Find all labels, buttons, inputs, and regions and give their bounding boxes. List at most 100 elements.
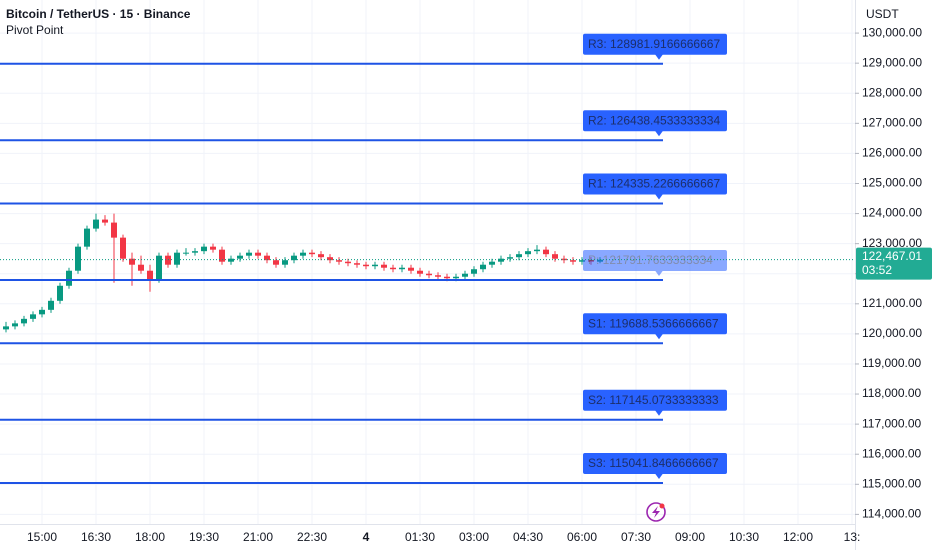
candle-body [93, 219, 99, 229]
pivot-label-pointer [655, 193, 663, 200]
candle-body [255, 252, 261, 256]
y-tick-label: 125,000.00 [862, 176, 922, 190]
pivot-label-pointer [655, 473, 663, 480]
candle-body [453, 276, 459, 279]
x-tick-label: 06:00 [567, 530, 597, 544]
candle-body [489, 261, 495, 265]
pivot-label: S2: 117145.0733333333 [583, 389, 727, 416]
y-tick-label: 117,000.00 [862, 416, 921, 430]
candle-body [552, 254, 558, 259]
candle-body [183, 252, 189, 254]
candle-body [390, 267, 396, 270]
x-tick-label: 04:30 [513, 530, 543, 544]
candle-body [30, 314, 36, 319]
plot: R3: 128981.9166666667 R2: 126438.45333333… [0, 33, 855, 485]
candle-body [426, 273, 432, 276]
pivot-label-box [583, 453, 727, 475]
candle-body [66, 270, 72, 286]
candle-body [174, 252, 180, 265]
candle-body [75, 246, 81, 271]
y-tick-label: 126,000.00 [862, 146, 922, 160]
candle-body [399, 267, 405, 270]
pivot-label: P: 121791.7633333334 [583, 249, 727, 276]
x-tick-label: 16:30 [81, 530, 111, 544]
x-tick-label: 15:00 [27, 530, 57, 544]
candle-body [507, 257, 513, 259]
x-tick-label: 01:30 [405, 530, 435, 544]
candle-body [525, 251, 531, 255]
x-tick-label: 22:30 [297, 530, 327, 544]
last-price-badge [856, 247, 932, 280]
x-tick-label: 13: [844, 530, 861, 544]
pivot-label-box [583, 173, 727, 195]
candle-body [138, 264, 144, 271]
x-tick-label: 19:30 [189, 530, 219, 544]
pivot-label: R3: 128981.9166666667 [583, 33, 727, 60]
candle-body [435, 275, 441, 277]
candle-body [300, 252, 306, 256]
candle-body [354, 263, 360, 265]
x-tick-label: 10:30 [729, 530, 759, 544]
candle-body [327, 257, 333, 261]
alert-icon[interactable] [646, 502, 666, 522]
pivot-label-box [583, 389, 727, 411]
candle-body [372, 264, 378, 267]
pivot-label-box [583, 33, 727, 55]
candle-body [246, 252, 252, 256]
y-tick-label: 120,000.00 [862, 326, 922, 340]
candle-body [579, 260, 585, 262]
pivot-label-box [583, 110, 727, 132]
x-tick-label: 03:00 [459, 530, 489, 544]
indicator-name: Pivot Point [6, 23, 64, 37]
candle-body [102, 219, 108, 223]
pivot-label-box [583, 313, 727, 335]
candle-body [147, 270, 153, 280]
candle-body [363, 264, 369, 267]
pivot-label: R2: 126438.4533333334 [583, 110, 727, 137]
y-tick-label: 121,000.00 [862, 296, 922, 310]
pivot-label-pointer [655, 270, 663, 276]
pivot-label-pointer [655, 333, 663, 340]
candle-body [381, 264, 387, 268]
pivot-label: R1: 124335.2266666667 [583, 173, 727, 200]
y-tick-label: 129,000.00 [862, 55, 922, 69]
x-tick-label: 18:00 [135, 530, 165, 544]
candle-body [192, 251, 198, 253]
y-tick-label: 128,000.00 [862, 85, 922, 99]
y-tick-label: 114,000.00 [862, 507, 921, 521]
candle-body [408, 267, 414, 271]
y-tick-label: 119,000.00 [862, 356, 921, 370]
pivot-label-text: S3: 115041.8466666667 [588, 456, 719, 470]
candle-body [156, 255, 162, 280]
candle-body [543, 249, 549, 255]
x-tick-label: 09:00 [675, 530, 705, 544]
candle-body [111, 222, 117, 238]
candle-body [48, 300, 54, 310]
candle-body [534, 249, 540, 252]
candle-body [498, 258, 504, 262]
candle-body [84, 228, 90, 247]
candle-body [219, 249, 225, 262]
pivot-label-text: R3: 128981.9166666667 [588, 37, 720, 51]
pivot-label-text: R2: 126438.4533333334 [588, 113, 720, 127]
candle-body [291, 255, 297, 261]
candle-body [318, 254, 324, 258]
y-tick-label: 124,000.00 [862, 206, 922, 220]
candle-body [39, 309, 45, 315]
pivot-label-text: R1: 124335.2266666667 [588, 177, 720, 191]
candle-body [129, 258, 135, 265]
x-tick-label: 21:00 [243, 530, 273, 544]
last-price-label: 122,467.01 [862, 249, 922, 263]
candle-body [345, 261, 351, 264]
currency: USDT [866, 7, 899, 21]
y-tick-label: 127,000.00 [862, 116, 922, 130]
candle-body [516, 254, 522, 258]
candle-body [120, 237, 126, 259]
candle-body [165, 255, 171, 265]
pivot-label-pointer [655, 410, 663, 416]
countdown: 03:52 [862, 263, 892, 277]
y-tick-label: 130,000.00 [862, 25, 922, 39]
candle-body [417, 270, 423, 274]
pivot-label-text: S1: 119688.5366666667 [588, 316, 719, 330]
